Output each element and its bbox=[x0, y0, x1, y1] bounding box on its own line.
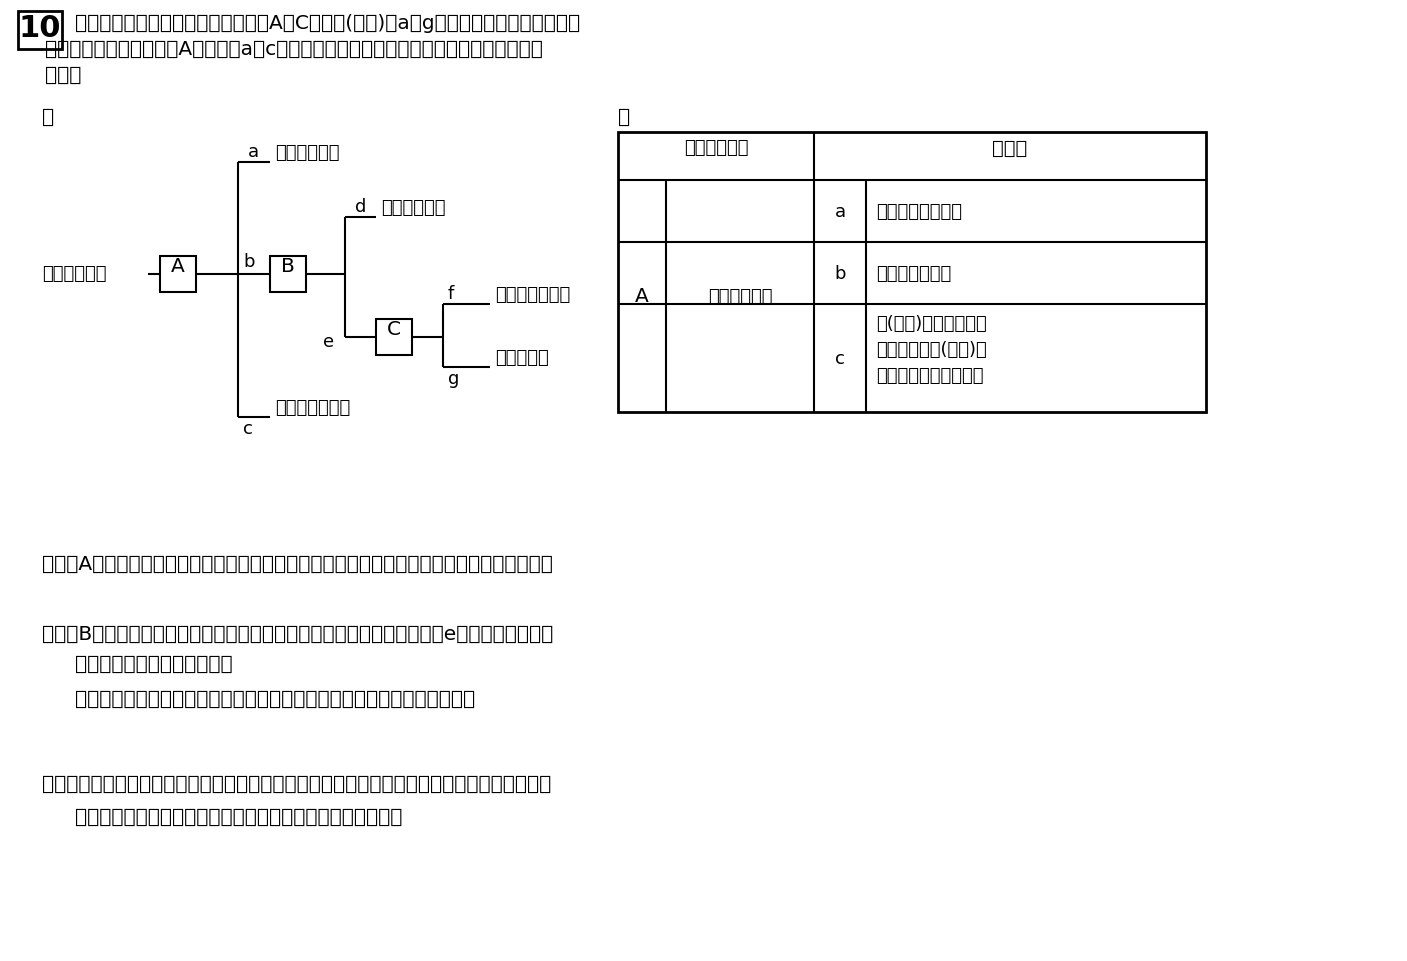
Text: a: a bbox=[248, 143, 259, 160]
Bar bbox=[18, 12, 62, 50]
Bar bbox=[376, 320, 412, 356]
Text: 表: 表 bbox=[618, 108, 630, 127]
Text: 子(幼生)はえらや皮膚: 子(幼生)はえらや皮膚 bbox=[877, 314, 986, 333]
Bar bbox=[270, 257, 305, 293]
Text: B: B bbox=[281, 257, 295, 276]
Text: ものである。また，表はAの観点とa〜cの基準をまとめたものである。下の問いに答えな: ものである。また，表はAの観点とa〜cの基準をまとめたものである。下の問いに答え… bbox=[45, 40, 543, 59]
Text: カメ，ヘビ: カメ，ヘビ bbox=[495, 349, 549, 366]
Text: カエル，イモリ: カエル，イモリ bbox=[274, 399, 350, 416]
Text: えらで呼吸する。: えらで呼吸する。 bbox=[877, 203, 962, 221]
Text: 10: 10 bbox=[18, 14, 62, 43]
Text: c: c bbox=[836, 350, 846, 368]
Text: a: a bbox=[834, 203, 846, 221]
Text: ア　住んでいる場所　　　　イ　体表のようす　　　　ウ　子のうまれ方: ア 住んでいる場所 イ 体表のようす ウ 子のうまれ方 bbox=[75, 689, 476, 708]
Text: クマ，ウサギ: クマ，ウサギ bbox=[381, 199, 446, 217]
Text: C: C bbox=[387, 320, 401, 338]
Text: 問３　カメやヘビの卵は，フナやメダカの卵と比べて，どのような違いがありますか。また，: 問３ カメやヘビの卵は，フナやメダカの卵と比べて，どのような違いがありますか。ま… bbox=[42, 775, 552, 793]
Text: になりますか，書きなさい。: になりますか，書きなさい。 bbox=[75, 654, 232, 674]
Text: 基　準: 基 準 bbox=[992, 138, 1027, 158]
Bar bbox=[160, 257, 196, 293]
Text: 問２　Bの観点として最も適当なものを，ア〜ウから選びなさい。また，eの基準はどのよう: 問２ Bの観点として最も適当なものを，ア〜ウから選びなさい。また，eの基準はどの… bbox=[42, 625, 553, 643]
Text: A: A bbox=[635, 287, 649, 307]
Text: 肺や皮膚で呼吸する。: 肺や皮膚で呼吸する。 bbox=[877, 366, 983, 384]
Text: 図: 図 bbox=[42, 108, 53, 127]
Text: フナ，メダカ: フナ，メダカ bbox=[274, 144, 339, 161]
Text: 呼吸のしかた: 呼吸のしかた bbox=[708, 287, 772, 306]
Text: で呼吸し，親(成体)は: で呼吸し，親(成体)は bbox=[877, 340, 986, 358]
Bar bbox=[618, 133, 1206, 412]
Text: それはどのような利点がありますか。それぞれ書きなさい。: それはどのような利点がありますか。それぞれ書きなさい。 bbox=[75, 807, 402, 826]
Text: d: d bbox=[355, 198, 366, 216]
Text: さい。: さい。 bbox=[45, 66, 82, 85]
Text: A: A bbox=[172, 257, 184, 276]
Text: 観点（特徴）: 観点（特徴） bbox=[684, 138, 749, 157]
Text: b: b bbox=[243, 253, 255, 271]
Text: 問１　Aの観点で分けたとき，ｃの基準に分類される動物を何類といいますか，書きなさい。: 問１ Aの観点で分けたとき，ｃの基準に分類される動物を何類といいますか，書きなさ… bbox=[42, 554, 553, 574]
Text: f: f bbox=[447, 284, 454, 303]
Text: ワシ，ペンギン: ワシ，ペンギン bbox=[495, 285, 570, 304]
Text: e: e bbox=[324, 333, 333, 351]
Text: 肺で呼吸する。: 肺で呼吸する。 bbox=[877, 264, 951, 283]
Text: c: c bbox=[243, 420, 253, 437]
Text: g: g bbox=[447, 370, 459, 387]
Text: b: b bbox=[834, 264, 846, 283]
Text: 次の図は数種類のセキツイ動物を，A〜Cの観点(特徴)とa〜gの基準で５種類に分類した: 次の図は数種類のセキツイ動物を，A〜Cの観点(特徴)とa〜gの基準で５種類に分類… bbox=[75, 14, 580, 33]
Text: セキツイ動物: セキツイ動物 bbox=[42, 264, 107, 283]
